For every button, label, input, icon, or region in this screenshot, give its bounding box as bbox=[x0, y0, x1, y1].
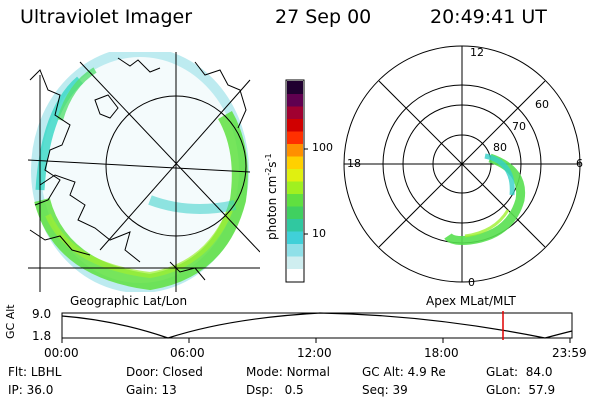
colorbar-cell bbox=[287, 231, 303, 244]
flt-info: Flt: LBHL bbox=[8, 365, 62, 379]
colorbar-cell bbox=[287, 143, 303, 157]
colorbar-cell bbox=[287, 93, 303, 107]
lat-80-label: 80 bbox=[493, 141, 507, 154]
date-label: 27 Sep 00 bbox=[275, 6, 372, 28]
mlt-6-label: 6 bbox=[576, 157, 583, 170]
x-tick-0000: 00:00 bbox=[44, 346, 79, 360]
lat-70-label: 70 bbox=[512, 120, 526, 133]
lat-60-label: 60 bbox=[535, 98, 549, 111]
colorbar-cell bbox=[287, 243, 303, 257]
colorbar-frame bbox=[285, 79, 305, 283]
apex-caption: Apex MLat/MLT bbox=[426, 294, 516, 308]
altitude-ylabel: GC Alt bbox=[4, 304, 17, 339]
colorbar-unit-label: photon cm-2s-1 bbox=[264, 153, 279, 240]
mlt-12-label: 12 bbox=[470, 46, 484, 59]
glon-info: GLon: 57.9 bbox=[486, 383, 556, 397]
gcalt-info: GC Alt: 4.9 Re bbox=[362, 365, 446, 379]
altitude-ytop: 9.0 bbox=[32, 307, 52, 321]
ip-info: IP: 36.0 bbox=[8, 383, 54, 397]
gain-info: Gain: 13 bbox=[126, 383, 177, 397]
x-tick-0600: 06:00 bbox=[170, 346, 205, 360]
colorbar-cell bbox=[287, 81, 303, 94]
time-label: 20:49:41 UT bbox=[430, 6, 547, 28]
colorbar-cell bbox=[287, 131, 303, 144]
colorbar-cell bbox=[287, 193, 303, 207]
colorbar-cell bbox=[287, 218, 303, 232]
geographic-caption: Geographic Lat/Lon bbox=[70, 294, 188, 308]
colorbar-tick-100: 100 bbox=[312, 141, 333, 154]
door-info: Door: Closed bbox=[126, 365, 203, 379]
instrument-title: Ultraviolet Imager bbox=[20, 6, 193, 28]
colorbar-cell bbox=[287, 256, 303, 269]
colorbar-cell bbox=[287, 118, 303, 132]
x-tick-2359: 23:59 bbox=[552, 346, 587, 360]
colorbar-cell bbox=[287, 106, 303, 119]
colorbar-cell bbox=[287, 206, 303, 219]
x-tick-1800: 18:00 bbox=[424, 346, 459, 360]
colorbar-cell bbox=[287, 156, 303, 169]
altitude-plot bbox=[61, 311, 573, 343]
mlt-18-label: 18 bbox=[347, 157, 361, 170]
colorbar bbox=[287, 81, 303, 282]
polar-plot bbox=[343, 45, 581, 283]
altitude-ybottom: 1.8 bbox=[32, 329, 52, 343]
mode-info: Mode: Normal bbox=[246, 365, 330, 379]
dsp-info: Dsp: 0.5 bbox=[246, 383, 304, 397]
glat-info: GLat: 84.0 bbox=[486, 365, 553, 379]
colorbar-cell bbox=[287, 168, 303, 182]
colorbar-cell bbox=[287, 268, 303, 282]
geographic-map bbox=[28, 52, 260, 292]
colorbar-cell bbox=[287, 181, 303, 194]
seq-info: Seq: 39 bbox=[362, 383, 408, 397]
colorbar-tick-10: 10 bbox=[312, 227, 326, 240]
x-tick-1200: 12:00 bbox=[297, 346, 332, 360]
mlt-0-label: 0 bbox=[468, 276, 475, 289]
